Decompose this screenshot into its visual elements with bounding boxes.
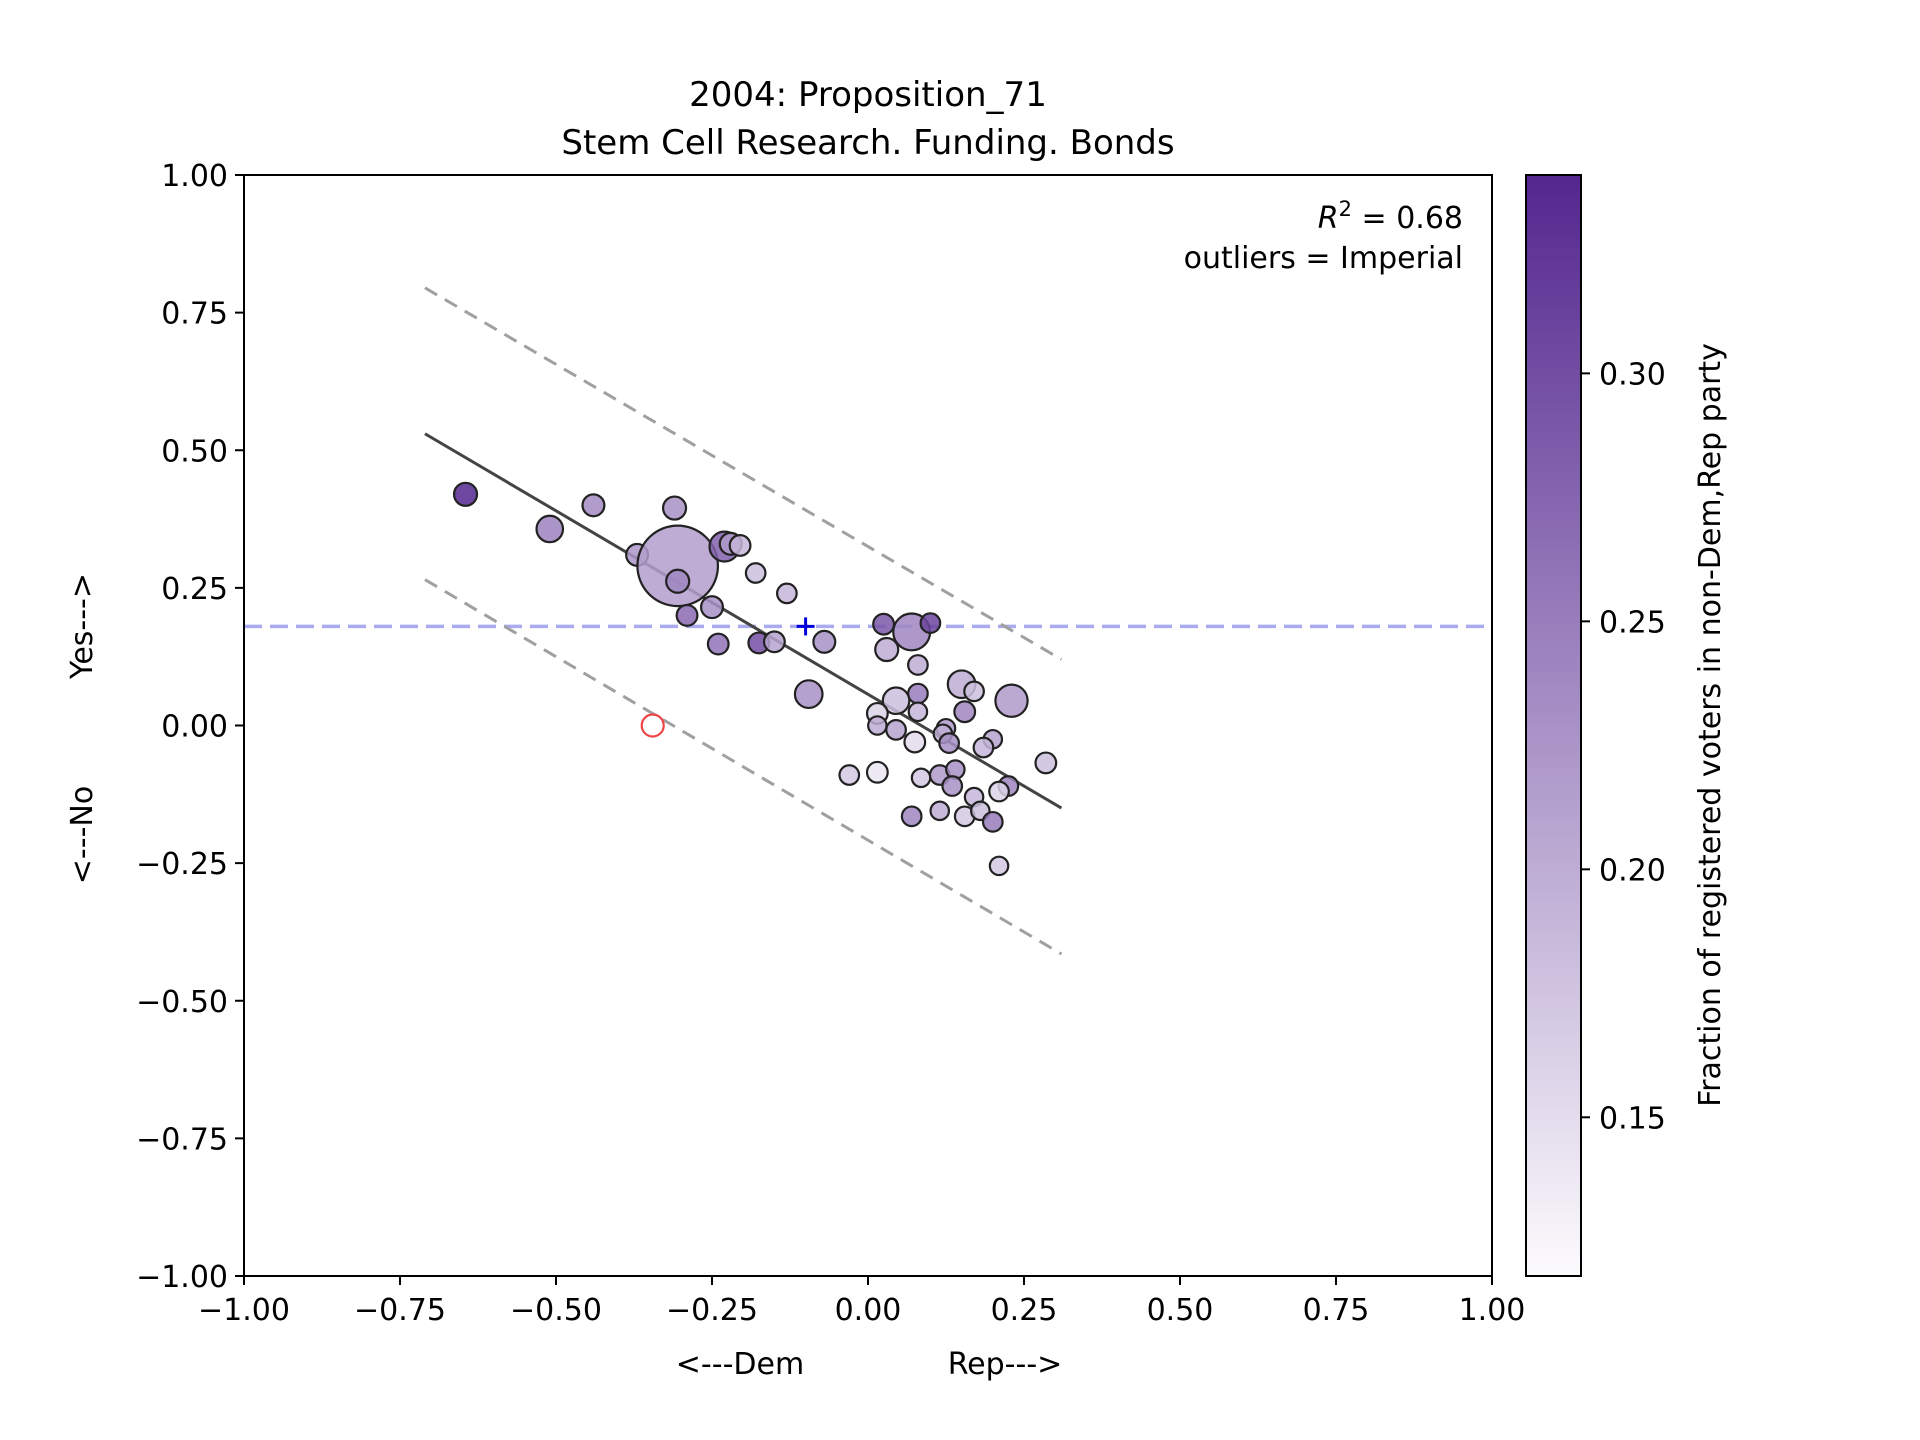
outlier-point	[640, 713, 665, 738]
data-point	[907, 654, 929, 676]
data-point	[661, 495, 688, 521]
data-point	[706, 632, 730, 656]
colorbar-tick-label: 0.15	[1599, 1101, 1666, 1136]
colorbar-ticks: 0.15 0.20 0.25 0.30	[1581, 357, 1666, 1136]
outliers-annotation: outliers = Imperial	[1184, 241, 1463, 276]
x-label-dem: <---Dem	[676, 1347, 804, 1382]
data-point	[728, 534, 752, 557]
colorbar-tick-label: 0.25	[1599, 605, 1666, 640]
data-point	[812, 629, 837, 654]
data-point	[972, 736, 995, 759]
data-point	[953, 700, 977, 724]
x-tick-label: 0.50	[1147, 1293, 1214, 1328]
band-upper-line	[424, 286, 1063, 661]
x-label-rep: Rep--->	[948, 1347, 1063, 1382]
data-point	[699, 595, 725, 620]
data-point	[885, 719, 907, 741]
data-point	[793, 679, 824, 710]
x-tick-label: −0.50	[510, 1293, 602, 1328]
data-point	[988, 855, 1010, 877]
y-tick-label: −0.50	[136, 985, 228, 1020]
data-point	[903, 730, 927, 754]
data-point	[874, 636, 900, 663]
y-tick-label: 1.00	[161, 159, 228, 194]
data-point	[941, 775, 964, 797]
y-tick-label: −1.00	[136, 1260, 228, 1295]
data-point	[881, 686, 911, 716]
data-point	[910, 767, 932, 789]
data-point	[838, 764, 861, 786]
y-tick-label: −0.25	[136, 847, 228, 882]
band-lower-line	[424, 578, 1063, 956]
r2-annotation: R2 = 0.68	[1318, 197, 1463, 236]
r2-symbol: R	[1318, 201, 1339, 236]
data-point	[581, 493, 606, 518]
x-tick-label: −0.75	[354, 1293, 446, 1328]
x-tick-label: −1.00	[198, 1293, 290, 1328]
x-tick-label: 0.25	[991, 1293, 1058, 1328]
x-tick-label: −0.25	[666, 1293, 758, 1328]
data-point	[865, 760, 889, 784]
data-point	[929, 800, 951, 822]
data-point	[919, 612, 942, 634]
data-point	[762, 630, 786, 654]
colorbar-label: Fraction of registered voters in non-Dem…	[1693, 343, 1728, 1107]
x-axis-ticks: −1.00 −0.75 −0.50 −0.25 0.00 0.25 0.50 0.75 1.00	[198, 1276, 1525, 1328]
data-point	[981, 810, 1004, 833]
r2-exponent: 2	[1339, 197, 1352, 221]
data-point	[1034, 751, 1058, 775]
x-tick-label: 0.00	[835, 1293, 902, 1328]
y-label-yes: Yes--->	[65, 573, 100, 680]
fit-lines-layer	[424, 286, 1063, 956]
data-point	[907, 701, 929, 723]
colorbar	[1525, 174, 1582, 1277]
data-point	[744, 562, 767, 584]
y-tick-label: 0.25	[161, 572, 228, 607]
colorbar-tick-label: 0.30	[1599, 357, 1666, 392]
data-point	[535, 514, 565, 544]
chart-title: 2004: Proposition_71	[689, 75, 1047, 115]
data-point	[636, 524, 720, 608]
data-point	[675, 603, 699, 627]
data-point	[963, 680, 985, 703]
y-tick-label: 0.75	[161, 297, 228, 332]
y-tick-label: 0.50	[161, 434, 228, 469]
colorbar-tick-label: 0.20	[1599, 853, 1666, 888]
data-point	[938, 732, 960, 754]
data-point	[994, 683, 1029, 718]
data-point	[988, 780, 1010, 803]
data-point	[900, 805, 923, 828]
x-tick-label: 1.00	[1459, 1293, 1526, 1328]
r2-value: = 0.68	[1352, 201, 1463, 236]
y-tick-label: 0.00	[161, 710, 228, 745]
data-point	[776, 582, 798, 605]
data-point	[452, 481, 479, 507]
y-axis-ticks: −1.00 −0.75 −0.50 −0.25 0.00 0.25 0.50 0.75 1.00	[136, 159, 244, 1295]
data-point	[665, 568, 691, 594]
data-point	[907, 682, 929, 705]
data-point	[867, 715, 888, 736]
markers-layer	[640, 617, 815, 738]
y-tick-label: −0.75	[136, 1122, 228, 1157]
chart-subtitle: Stem Cell Research. Funding. Bonds	[561, 123, 1174, 163]
y-label-no: <---No	[65, 786, 100, 884]
data-point	[872, 612, 896, 636]
fit-line	[424, 432, 1063, 810]
points-layer	[452, 481, 1058, 877]
x-tick-label: 0.75	[1303, 1293, 1370, 1328]
